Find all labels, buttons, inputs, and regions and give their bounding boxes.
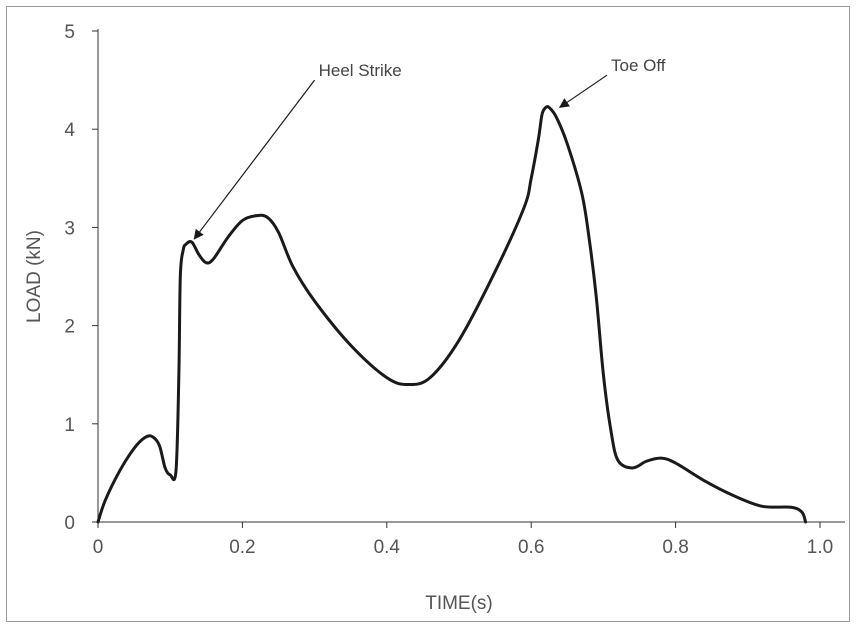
y-tick-label: 1 bbox=[64, 415, 75, 436]
y-tick-label: 0 bbox=[64, 513, 75, 534]
series-line-0 bbox=[96, 105, 808, 524]
annotation-label: Toe Off bbox=[611, 56, 666, 75]
annotation-label: Heel Strike bbox=[319, 61, 402, 80]
y-tick-label: 3 bbox=[64, 218, 75, 239]
x-tick-label: 0 bbox=[93, 537, 104, 558]
x-tick-label: 1.0 bbox=[807, 537, 833, 558]
series-layer bbox=[96, 105, 808, 524]
y-axis-label: LOAD (kN) bbox=[24, 230, 45, 323]
annotation-arrow bbox=[558, 74, 608, 108]
axes bbox=[97, 29, 845, 523]
x-tick-label: 0.8 bbox=[662, 537, 688, 558]
y-tick-label: 4 bbox=[64, 120, 75, 141]
ticks: 0 0.2 0.4 0.6 0.8 1.0 0 1 2 3 4 5 bbox=[64, 22, 833, 558]
x-axis-label: TIME(s) bbox=[425, 593, 493, 614]
chart-frame bbox=[6, 6, 850, 622]
y-tick-label: 2 bbox=[64, 317, 75, 338]
x-tick-label: 0.2 bbox=[229, 537, 255, 558]
annotation-arrow bbox=[193, 79, 316, 240]
y-tick-label: 5 bbox=[64, 22, 75, 43]
annotations: Heel Strike Toe Off bbox=[193, 56, 666, 240]
x-tick-label: 0.4 bbox=[374, 537, 401, 558]
x-tick-label: 0.6 bbox=[518, 537, 544, 558]
